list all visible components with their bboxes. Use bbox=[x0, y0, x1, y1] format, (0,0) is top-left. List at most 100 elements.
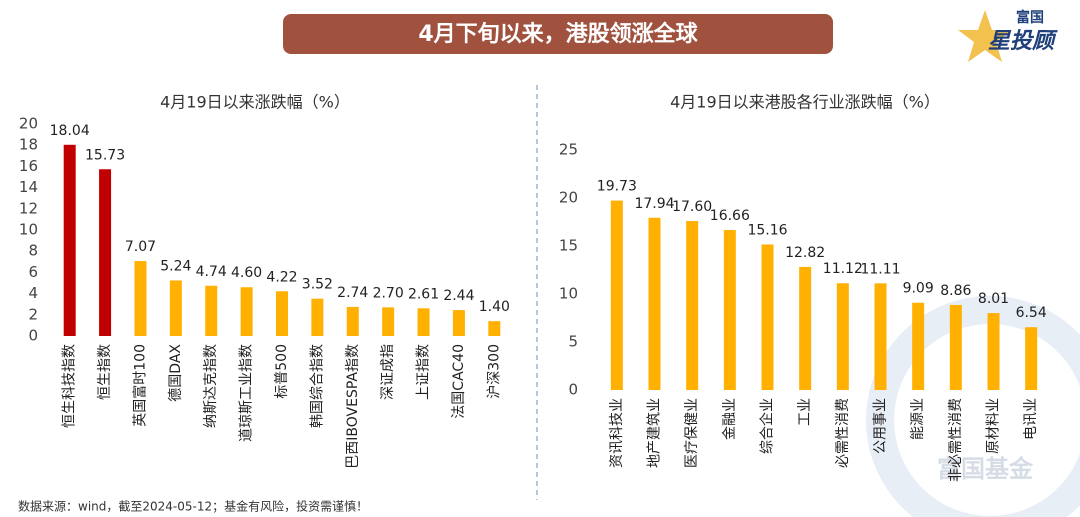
bar bbox=[761, 244, 774, 390]
y-tick-label: 10 bbox=[19, 221, 38, 239]
bar bbox=[452, 310, 465, 336]
bar bbox=[799, 266, 812, 390]
value-label: 2.61 bbox=[408, 286, 439, 302]
footnote: 数据来源：wind，截至2024-05-12；基金有风险，投资需谨慎！ bbox=[18, 499, 368, 514]
x-tick-label: 能源业 bbox=[910, 398, 926, 440]
bar bbox=[488, 321, 501, 336]
x-tick-label: 电讯业 bbox=[1023, 398, 1039, 440]
bar bbox=[836, 283, 849, 390]
y-tick-label: 2 bbox=[28, 305, 38, 323]
x-tick-label: 公用事业 bbox=[873, 398, 889, 454]
x-tick-label: 资讯科技业 bbox=[609, 398, 625, 468]
value-label: 12.82 bbox=[785, 245, 825, 261]
value-label: 15.73 bbox=[85, 147, 125, 163]
x-tick-label: 工业 bbox=[797, 398, 813, 426]
value-label: 3.52 bbox=[302, 277, 333, 293]
x-tick-label: 恒生科技指数 bbox=[62, 344, 78, 428]
x-tick-label: 道琼斯工业指数 bbox=[239, 344, 255, 442]
x-tick-label: 韩国综合指数 bbox=[309, 344, 325, 428]
value-label: 16.66 bbox=[710, 208, 750, 224]
x-tick-label: 沪深300 bbox=[486, 344, 502, 399]
value-label: 8.01 bbox=[978, 291, 1009, 307]
y-tick-label: 20 bbox=[19, 115, 38, 133]
y-tick-label: 8 bbox=[28, 242, 38, 260]
header-banner bbox=[283, 14, 833, 54]
value-label: 11.12 bbox=[823, 261, 863, 277]
bar bbox=[240, 287, 253, 336]
y-tick-label: 14 bbox=[19, 178, 38, 196]
value-label: 1.40 bbox=[479, 299, 510, 315]
x-tick-label: 巴西IBOVESPA指数 bbox=[345, 344, 361, 469]
value-label: 11.11 bbox=[860, 261, 900, 277]
value-label: 8.86 bbox=[940, 283, 971, 299]
x-tick-label: 法国CAC40 bbox=[451, 344, 467, 419]
x-tick-label: 德国DAX bbox=[168, 344, 184, 402]
value-label: 17.60 bbox=[672, 199, 712, 215]
value-label: 4.74 bbox=[196, 264, 227, 280]
bar bbox=[276, 291, 288, 336]
y-tick-label: 12 bbox=[19, 199, 38, 217]
y-tick-label: 25 bbox=[559, 141, 578, 159]
bar bbox=[205, 285, 218, 336]
y-tick-label: 20 bbox=[559, 189, 578, 207]
bar bbox=[417, 308, 430, 336]
value-label: 4.22 bbox=[266, 269, 297, 285]
value-label: 19.73 bbox=[597, 179, 637, 195]
x-tick-label: 金融业 bbox=[722, 398, 738, 440]
value-label: 6.54 bbox=[1016, 305, 1047, 321]
y-tick-label: 4 bbox=[28, 284, 38, 302]
watermark: 富国基金 bbox=[937, 455, 1034, 483]
bar bbox=[1025, 327, 1038, 390]
y-tick-label: 16 bbox=[19, 157, 38, 175]
value-label: 18.04 bbox=[50, 123, 90, 139]
value-label: 7.07 bbox=[125, 239, 156, 255]
bar bbox=[912, 302, 925, 390]
x-tick-label: 综合企业 bbox=[759, 398, 776, 454]
bar bbox=[346, 306, 359, 336]
y-tick-label: 6 bbox=[28, 263, 38, 281]
x-tick-label: 英国富时100 bbox=[131, 344, 148, 427]
y-tick-label: 18 bbox=[19, 136, 38, 154]
y-tick-label: 5 bbox=[568, 333, 578, 351]
bar bbox=[686, 221, 699, 390]
x-tick-label: 恒生指数 bbox=[97, 344, 113, 400]
x-tick-label: 必需性消费 bbox=[835, 398, 851, 468]
logo-main: 星投顾 bbox=[988, 29, 1058, 54]
value-label: 17.94 bbox=[634, 196, 674, 212]
x-tick-label: 标普500 bbox=[274, 344, 290, 399]
bar bbox=[874, 283, 887, 390]
value-label: 2.74 bbox=[337, 285, 368, 301]
y-tick-label: 15 bbox=[559, 237, 578, 255]
value-label: 2.44 bbox=[443, 288, 474, 304]
bar bbox=[949, 304, 962, 390]
bar bbox=[382, 307, 395, 336]
x-tick-label: 医疗保健业 bbox=[684, 398, 700, 468]
bar bbox=[987, 313, 1000, 390]
x-tick-label: 上证指数 bbox=[416, 344, 432, 400]
x-tick-label: 原材料业 bbox=[986, 398, 1002, 454]
bar bbox=[311, 298, 324, 336]
value-label: 15.16 bbox=[747, 222, 787, 238]
logo-star bbox=[958, 10, 1012, 62]
value-label: 5.24 bbox=[160, 258, 191, 274]
watermark-shape bbox=[866, 296, 1080, 517]
value-label: 2.70 bbox=[373, 285, 404, 301]
bar bbox=[134, 261, 147, 336]
y-tick-label: 10 bbox=[559, 285, 578, 303]
bar bbox=[99, 169, 112, 336]
header-title: 4月下旬以来，港股领涨全球 bbox=[418, 21, 698, 47]
bar bbox=[610, 200, 623, 390]
value-label: 4.60 bbox=[231, 265, 262, 281]
bar bbox=[723, 230, 736, 390]
x-tick-label: 纳斯达克指数 bbox=[203, 344, 219, 428]
chart-title: 4月19日以来涨跌幅（%） bbox=[160, 93, 350, 112]
y-tick-label: 0 bbox=[568, 381, 578, 399]
y-tick-label: 0 bbox=[28, 327, 38, 345]
x-tick-label: 非必需性消费 bbox=[948, 398, 964, 482]
x-tick-label: 深证成指 bbox=[380, 344, 396, 400]
value-label: 9.09 bbox=[903, 281, 934, 297]
logo-top: 富国 bbox=[1016, 9, 1044, 26]
bar bbox=[648, 217, 661, 390]
chart-title: 4月19日以来港股各行业涨跌幅（%） bbox=[670, 93, 940, 112]
